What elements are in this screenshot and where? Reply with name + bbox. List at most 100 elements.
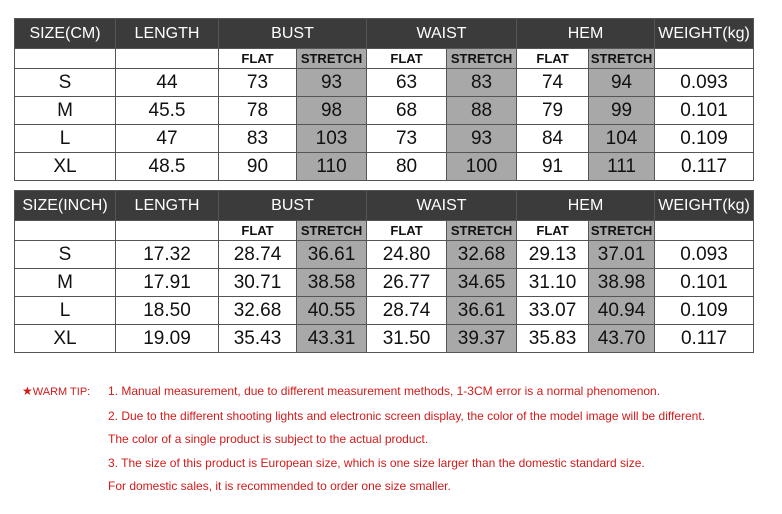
header-bust: BUST [217, 190, 368, 221]
cell-bust-stretch: 43.31 [295, 324, 368, 353]
sub-stretch: STRETCH [446, 48, 518, 69]
cell-hem-stretch: 104 [588, 124, 656, 153]
cell-bust-flat: 30.71 [218, 268, 297, 297]
cell-hem-stretch: 40.94 [588, 296, 656, 325]
cell-bust-flat: 32.68 [218, 296, 297, 325]
cell-length: 47 [115, 124, 219, 153]
cell-length: 17.91 [115, 268, 219, 297]
star-icon: ★ [22, 384, 33, 398]
cell-bust-flat: 78 [218, 96, 297, 125]
cell-bust-stretch: 40.55 [295, 296, 368, 325]
cell-weight: 0.109 [654, 296, 755, 325]
sub-flat: FLAT [218, 48, 297, 69]
cell-weight: 0.109 [654, 124, 755, 153]
cell-weight: 0.101 [654, 96, 755, 125]
cell-bust-flat: 73 [218, 68, 297, 97]
cell-length: 44 [115, 68, 219, 97]
cell-waist-stretch: 93 [446, 124, 518, 153]
cell-bust-stretch: 38.58 [295, 268, 368, 297]
cell-hem-flat: 84 [516, 124, 590, 153]
cell-size: S [14, 240, 116, 269]
warm-tips: ★WARM TIP: 1. Manual measurement, due to … [22, 380, 782, 499]
cell-waist-flat: 26.77 [366, 268, 448, 297]
sub-blank [14, 48, 116, 69]
tip-line-1: ★WARM TIP: 1. Manual measurement, due to … [22, 380, 782, 405]
tip-line-2: 2. Due to the different shooting lights … [108, 408, 706, 423]
tip-line-5: For domestic sales, it is recommended to… [108, 479, 451, 493]
header-length: LENGTH [115, 18, 219, 49]
cell-bust-stretch: 36.61 [295, 240, 368, 269]
cell-waist-flat: 31.50 [366, 324, 448, 353]
cell-weight: 0.093 [654, 240, 755, 269]
cell-length: 45.5 [115, 96, 219, 125]
cell-waist-flat: 68 [366, 96, 448, 125]
cell-length: 17.32 [115, 240, 219, 269]
cell-weight: 0.093 [654, 68, 755, 97]
cell-hem-flat: 79 [516, 96, 590, 125]
cell-weight: 0.117 [654, 324, 755, 353]
sub-blank [115, 48, 219, 69]
cell-size: M [14, 268, 116, 297]
cell-weight: 0.117 [654, 152, 755, 181]
cell-hem-flat: 33.07 [516, 296, 590, 325]
table-row: L 18.50 32.68 40.55 28.74 36.61 33.07 40… [14, 296, 755, 325]
header-waist: WAIST [366, 190, 518, 221]
table-row: XL 48.5 90 110 80 100 91 111 0.117 [14, 152, 755, 181]
cell-waist-flat: 63 [366, 68, 448, 97]
cell-hem-flat: 35.83 [516, 324, 590, 353]
header-waist: WAIST [366, 18, 518, 49]
cell-hem-flat: 91 [516, 152, 590, 181]
cell-waist-flat: 73 [366, 124, 448, 153]
table-row: XL 19.09 35.43 43.31 31.50 39.37 35.83 4… [14, 324, 755, 353]
sub-blank [654, 48, 755, 69]
cell-length: 19.09 [115, 324, 219, 353]
cell-waist-stretch: 36.61 [446, 296, 518, 325]
cell-waist-stretch: 100 [446, 152, 518, 181]
sub-flat: FLAT [366, 48, 448, 69]
cell-bust-flat: 83 [218, 124, 297, 153]
cell-waist-flat: 80 [366, 152, 448, 181]
sub-blank [115, 220, 219, 241]
cell-hem-stretch: 43.70 [588, 324, 656, 353]
cell-size: XL [14, 324, 116, 353]
cell-size: XL [14, 152, 116, 181]
header-hem: HEM [516, 18, 656, 49]
size-table-inch: SIZE(INCH) LENGTH BUST WAIST HEM WEIGHT(… [14, 190, 755, 353]
cell-length: 18.50 [115, 296, 219, 325]
size-table-cm: SIZE(CM) LENGTH BUST WAIST HEM WEIGHT(kg… [14, 18, 755, 181]
cell-waist-stretch: 39.37 [446, 324, 518, 353]
cell-bust-stretch: 93 [295, 68, 368, 97]
sub-stretch: STRETCH [588, 220, 656, 241]
cell-hem-flat: 31.10 [516, 268, 590, 297]
sub-stretch: STRETCH [588, 48, 656, 69]
header-weight: WEIGHT(kg) [654, 18, 755, 49]
cell-length: 48.5 [115, 152, 219, 181]
sub-flat: FLAT [516, 220, 590, 241]
header-length: LENGTH [115, 190, 219, 221]
header-hem: HEM [516, 190, 656, 221]
sub-flat: FLAT [218, 220, 297, 241]
cell-bust-stretch: 110 [295, 152, 368, 181]
cell-bust-flat: 35.43 [218, 324, 297, 353]
sub-stretch: STRETCH [446, 220, 518, 241]
sub-stretch: STRETCH [295, 220, 368, 241]
sub-blank [654, 220, 755, 241]
cell-hem-stretch: 38.98 [588, 268, 656, 297]
cell-waist-stretch: 34.65 [446, 268, 518, 297]
sub-blank [14, 220, 116, 241]
tip-line-3: The color of a single product is subject… [108, 432, 429, 446]
header-bust: BUST [217, 18, 368, 49]
cell-waist-flat: 24.80 [366, 240, 448, 269]
cell-bust-stretch: 103 [295, 124, 368, 153]
cell-hem-stretch: 111 [588, 152, 656, 181]
cell-bust-flat: 28.74 [218, 240, 297, 269]
cell-size: M [14, 96, 116, 125]
cell-waist-stretch: 88 [446, 96, 518, 125]
cell-bust-stretch: 98 [295, 96, 368, 125]
header-size: SIZE(CM) [14, 18, 116, 49]
table-row: S 17.32 28.74 36.61 24.80 32.68 29.13 37… [14, 240, 755, 269]
cell-waist-stretch: 32.68 [446, 240, 518, 269]
table-row: L 47 83 103 73 93 84 104 0.109 [14, 124, 755, 153]
cell-weight: 0.101 [654, 268, 755, 297]
cell-hem-flat: 29.13 [516, 240, 590, 269]
